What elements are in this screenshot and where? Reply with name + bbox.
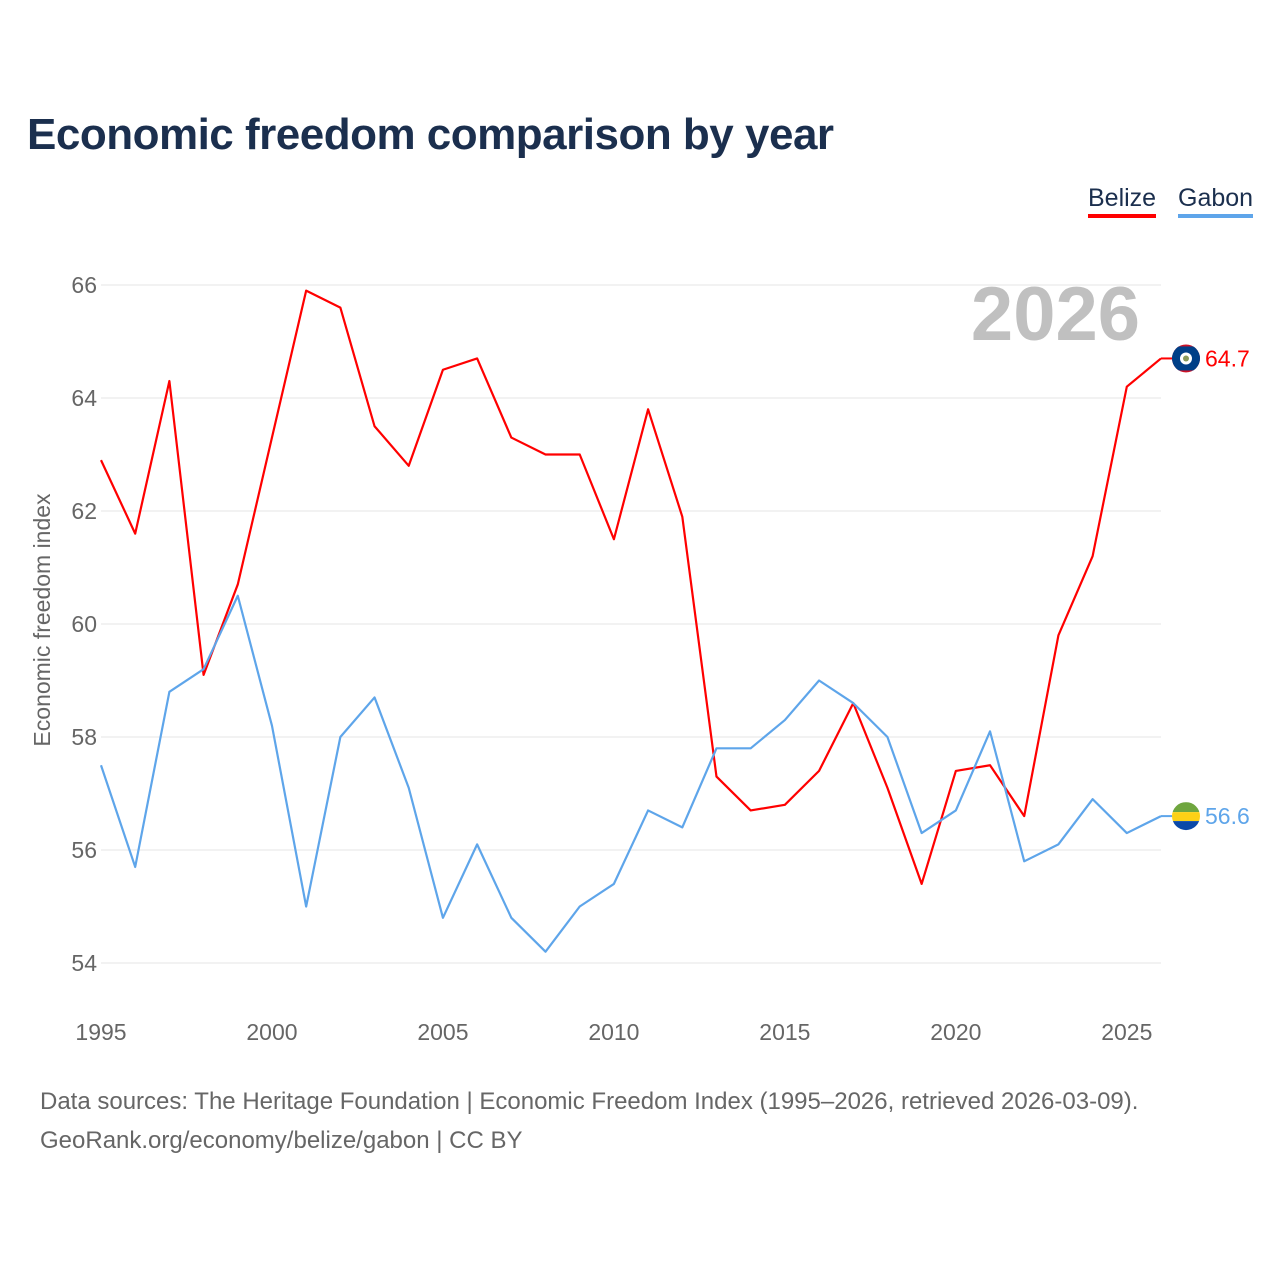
series-line-belize[interactable] <box>100 289 1162 886</box>
end-value-label: 56.6 <box>1205 803 1250 829</box>
y-tick-label: 56 <box>71 837 97 863</box>
chart-title: Economic freedom comparison by year <box>27 110 834 159</box>
legend-belize[interactable]: Belize <box>1088 184 1157 218</box>
source-link[interactable]: GeoRank.org/economy/belize/gabon | CC BY <box>40 1127 523 1154</box>
y-tick-label: 66 <box>71 272 97 298</box>
y-tick-label: 58 <box>71 724 97 750</box>
belize-flag-icon <box>1172 344 1200 373</box>
legend-gabon[interactable]: Gabon <box>1178 184 1254 218</box>
x-tick-label: 2005 <box>417 1019 468 1045</box>
x-tick-label: 1995 <box>75 1019 126 1045</box>
gabon-flag-icon <box>1172 802 1200 831</box>
y-tick-label: 62 <box>71 498 97 524</box>
y-axis-label: Economic freedom index <box>29 493 55 747</box>
series-line-gabon[interactable] <box>99 594 1162 953</box>
x-tick-label: 2000 <box>246 1019 297 1045</box>
x-tick-label: 2020 <box>930 1019 981 1045</box>
y-tick-label: 54 <box>71 950 97 976</box>
source-note: Data sources: The Heritage Foundation | … <box>40 1088 1139 1115</box>
end-value-label: 64.7 <box>1205 345 1250 371</box>
year-watermark: 2026 <box>971 272 1140 357</box>
x-tick-label: 2015 <box>759 1019 810 1045</box>
x-tick-label: 2025 <box>1101 1019 1152 1045</box>
x-tick-label: 2010 <box>588 1019 639 1045</box>
y-tick-label: 64 <box>71 385 97 411</box>
y-tick-label: 60 <box>71 611 97 637</box>
